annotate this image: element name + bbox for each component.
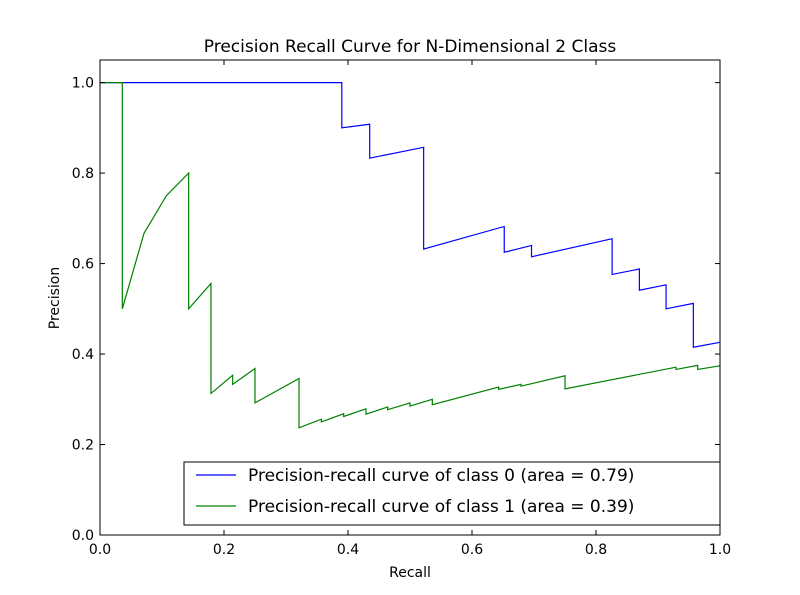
y-tick-label: 0.0 (72, 528, 94, 544)
y-axis: 0.0 0.2 0.4 0.6 0.8 1.0 (72, 76, 720, 544)
plot-frame (99, 59, 721, 536)
legend-box (183, 461, 721, 526)
y-axis-label: Precision (47, 267, 63, 329)
x-tick-label: 0.4 (337, 542, 359, 558)
y-tick-label: 0.6 (72, 257, 94, 273)
series-line-class-1 (100, 82, 721, 429)
x-axis-label: Recall (389, 565, 431, 581)
y-tick-label: 0.2 (72, 438, 94, 454)
legend-label-class-0: Precision-recall curve of class 0 (area … (248, 466, 634, 486)
chart-title: Precision Recall Curve for N-Dimensional… (204, 37, 617, 57)
series-line-class-0 (100, 82, 721, 348)
y-tick-label: 1.0 (72, 76, 94, 92)
x-tick-label: 1.0 (709, 542, 731, 558)
series-layer (100, 82, 721, 429)
x-tick-label: 0.2 (213, 542, 235, 558)
y-tick-label: 0.8 (72, 166, 94, 182)
legend-label-class-1: Precision-recall curve of class 1 (area … (248, 497, 634, 517)
x-tick-label: 0.0 (89, 542, 111, 558)
x-tick-label: 0.8 (585, 542, 607, 558)
legend: Precision-recall curve of class 0 (area … (183, 461, 721, 526)
y-tick-label: 0.4 (72, 347, 94, 363)
x-axis: 0.0 0.2 0.4 0.6 0.8 1.0 (89, 60, 731, 558)
x-tick-label: 0.6 (461, 542, 483, 558)
